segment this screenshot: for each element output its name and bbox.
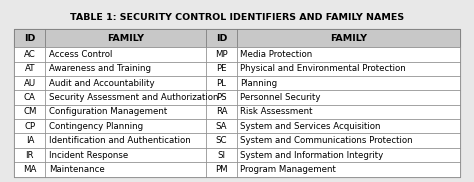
Text: System and Services Acquisition: System and Services Acquisition xyxy=(240,122,381,131)
Text: IR: IR xyxy=(26,151,34,159)
Bar xyxy=(46,148,206,162)
Text: System and Information Integrity: System and Information Integrity xyxy=(240,151,383,159)
Text: SA: SA xyxy=(216,122,227,131)
Text: CP: CP xyxy=(24,122,36,131)
Text: SI: SI xyxy=(218,151,226,159)
Text: Media Protection: Media Protection xyxy=(240,50,312,59)
Text: PM: PM xyxy=(215,165,228,174)
Bar xyxy=(237,29,460,47)
Text: PE: PE xyxy=(216,64,227,73)
Text: FAMILY: FAMILY xyxy=(107,34,144,43)
Text: TABLE 1: SECURITY CONTROL IDENTIFIERS AND FAMILY NAMES: TABLE 1: SECURITY CONTROL IDENTIFIERS AN… xyxy=(70,13,404,22)
Bar xyxy=(237,47,460,62)
Bar xyxy=(46,119,206,133)
Bar xyxy=(46,105,206,119)
Bar xyxy=(206,76,237,90)
Bar xyxy=(237,162,460,177)
Text: FAMILY: FAMILY xyxy=(330,34,367,43)
Bar xyxy=(46,162,206,177)
Text: RA: RA xyxy=(216,107,227,116)
Text: Risk Assessment: Risk Assessment xyxy=(240,107,313,116)
Bar xyxy=(237,148,460,162)
Bar xyxy=(14,62,46,76)
Bar xyxy=(14,90,46,105)
Bar xyxy=(206,119,237,133)
Bar xyxy=(46,90,206,105)
Bar xyxy=(46,29,206,47)
Text: System and Communications Protection: System and Communications Protection xyxy=(240,136,413,145)
Bar xyxy=(206,162,237,177)
Text: Awareness and Training: Awareness and Training xyxy=(49,64,151,73)
Bar xyxy=(46,47,206,62)
Text: AT: AT xyxy=(25,64,35,73)
Text: Audit and Accountability: Audit and Accountability xyxy=(49,79,155,88)
Bar xyxy=(237,76,460,90)
Text: Contingency Planning: Contingency Planning xyxy=(49,122,143,131)
Bar xyxy=(237,119,460,133)
Text: AU: AU xyxy=(24,79,36,88)
Text: PL: PL xyxy=(217,79,227,88)
Text: Access Control: Access Control xyxy=(49,50,112,59)
Text: Planning: Planning xyxy=(240,79,277,88)
Bar xyxy=(237,133,460,148)
Bar xyxy=(237,90,460,105)
Bar xyxy=(14,119,46,133)
Text: Physical and Environmental Protection: Physical and Environmental Protection xyxy=(240,64,406,73)
Bar xyxy=(206,133,237,148)
Text: MA: MA xyxy=(23,165,36,174)
Text: CA: CA xyxy=(24,93,36,102)
Bar xyxy=(206,62,237,76)
Bar xyxy=(206,47,237,62)
Text: MP: MP xyxy=(215,50,228,59)
Bar xyxy=(206,148,237,162)
Bar xyxy=(206,90,237,105)
Text: ID: ID xyxy=(216,34,227,43)
Bar xyxy=(206,29,237,47)
Bar xyxy=(46,62,206,76)
Text: Security Assessment and Authorization: Security Assessment and Authorization xyxy=(49,93,218,102)
Bar xyxy=(46,76,206,90)
Bar xyxy=(14,162,46,177)
Bar xyxy=(14,148,46,162)
Text: AC: AC xyxy=(24,50,36,59)
Text: Configuration Management: Configuration Management xyxy=(49,107,167,116)
Text: IA: IA xyxy=(26,136,34,145)
Bar xyxy=(14,47,46,62)
Text: Incident Response: Incident Response xyxy=(49,151,128,159)
Bar xyxy=(14,133,46,148)
Text: Identification and Authentication: Identification and Authentication xyxy=(49,136,191,145)
Text: Personnel Security: Personnel Security xyxy=(240,93,321,102)
Text: Program Management: Program Management xyxy=(240,165,336,174)
Bar xyxy=(237,105,460,119)
Bar xyxy=(14,76,46,90)
Bar xyxy=(14,29,460,177)
Text: CM: CM xyxy=(23,107,36,116)
Bar xyxy=(237,62,460,76)
Bar xyxy=(14,105,46,119)
Bar xyxy=(206,105,237,119)
Bar xyxy=(46,133,206,148)
Bar xyxy=(14,29,46,47)
Text: Maintenance: Maintenance xyxy=(49,165,104,174)
Text: PS: PS xyxy=(216,93,227,102)
Text: SC: SC xyxy=(216,136,227,145)
Text: ID: ID xyxy=(24,34,36,43)
